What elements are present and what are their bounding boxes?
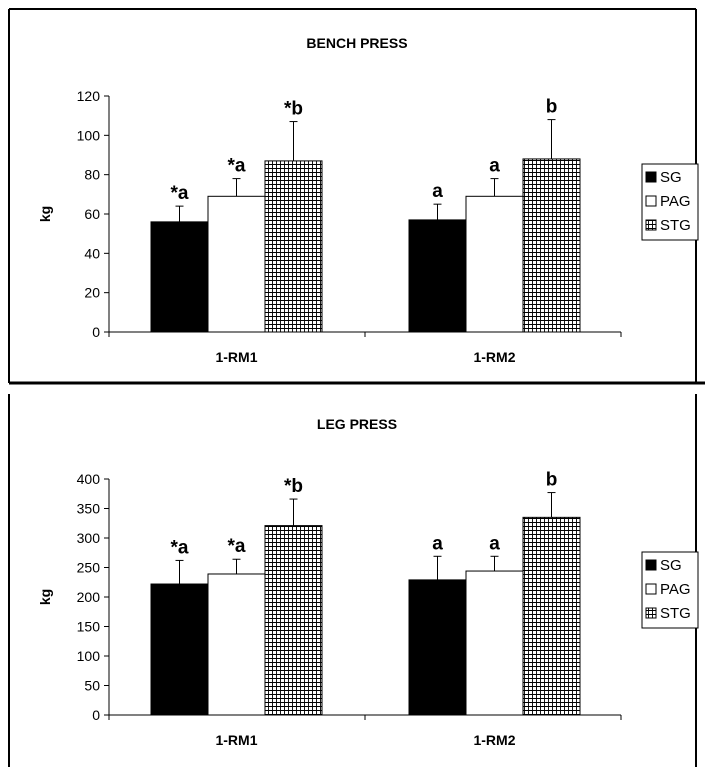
bar-sg-1-rm2 <box>408 219 467 333</box>
significance-label: *b <box>284 476 303 497</box>
bar-pag-1-rm2 <box>465 195 524 333</box>
y-tick-label: 120 <box>77 88 101 104</box>
y-tick-label: 400 <box>77 471 101 487</box>
significance-label: a <box>432 533 443 554</box>
y-tick-label: 100 <box>77 127 101 143</box>
x-category-label: 1-RM2 <box>473 349 515 365</box>
y-axis-label: kg <box>37 206 53 222</box>
legend-label-sg: SG <box>660 557 682 574</box>
x-category-label: 1-RM1 <box>215 349 257 365</box>
y-tick-label: 250 <box>77 560 101 576</box>
legend-swatch-pag <box>645 583 657 595</box>
y-tick-label: 80 <box>84 167 100 183</box>
significance-label: *a <box>171 537 189 558</box>
bar-stg-1-rm2 <box>522 158 581 333</box>
y-tick-label: 200 <box>77 589 101 605</box>
bar-sg-1-rm1 <box>150 221 209 333</box>
legend-swatch-sg <box>645 559 657 571</box>
y-tick-label: 40 <box>84 245 100 261</box>
bench-press-panel: BENCH PRESS 0 20 40 60 80 100 120 kg *a *a *b 1-RM1 a… <box>8 8 705 385</box>
legend-swatch-pag <box>645 195 657 207</box>
legend-label-stg: STG <box>660 217 691 234</box>
y-axis-label: kg <box>37 589 53 605</box>
legend-label-pag: PAG <box>660 581 691 598</box>
significance-label: b <box>546 470 558 491</box>
y-tick-label: 20 <box>84 285 100 301</box>
bar-stg-1-rm1 <box>264 160 323 333</box>
significance-label: *a <box>171 183 189 204</box>
bar-pag-1-rm1 <box>207 195 266 333</box>
chart-title: LEG PRESS <box>317 416 397 432</box>
bench-press-chart: BENCH PRESS 0 20 40 60 80 100 120 kg *a *a *b 1-RM1 a… <box>8 8 705 385</box>
legend-label-sg: SG <box>660 169 682 186</box>
bar-pag-1-rm1 <box>207 573 266 716</box>
significance-label: *b <box>284 99 303 120</box>
bar-stg-1-rm2 <box>522 516 581 716</box>
y-tick-label: 300 <box>77 530 101 546</box>
x-category-label: 1-RM2 <box>473 732 515 748</box>
y-tick-label: 0 <box>92 324 100 340</box>
legend: SG PAG STG <box>641 163 699 241</box>
significance-label: a <box>432 181 443 202</box>
significance-label: *a <box>228 536 246 557</box>
legend-label-pag: PAG <box>660 193 691 210</box>
y-tick-label: 60 <box>84 206 100 222</box>
bar-stg-1-rm1 <box>264 525 323 716</box>
bar-sg-1-rm2 <box>408 579 467 716</box>
significance-label: b <box>546 97 558 118</box>
y-tick-label: 150 <box>77 619 101 635</box>
legend-swatch-stg <box>645 219 657 231</box>
leg-press-panel: LEG PRESS 0 50 100 150 200 250 300 350 400 kg *a *a *… <box>0 394 705 767</box>
significance-label: a <box>489 533 500 554</box>
x-category-label: 1-RM1 <box>215 732 257 748</box>
bar-sg-1-rm1 <box>150 583 209 716</box>
y-tick-label: 0 <box>92 707 100 723</box>
legend-swatch-stg <box>645 607 657 619</box>
chart-title: BENCH PRESS <box>306 35 407 51</box>
significance-label: a <box>489 156 500 177</box>
significance-label: *a <box>228 156 246 177</box>
bar-pag-1-rm2 <box>465 570 524 716</box>
y-tick-label: 350 <box>77 501 101 517</box>
legend-swatch-sg <box>645 171 657 183</box>
y-tick-label: 100 <box>77 648 101 664</box>
leg-press-chart: LEG PRESS 0 50 100 150 200 250 300 350 400 kg *a *a *… <box>8 394 699 767</box>
legend-label-stg: STG <box>660 605 691 622</box>
y-tick-label: 50 <box>84 678 100 694</box>
legend: SG PAG STG <box>641 551 699 629</box>
